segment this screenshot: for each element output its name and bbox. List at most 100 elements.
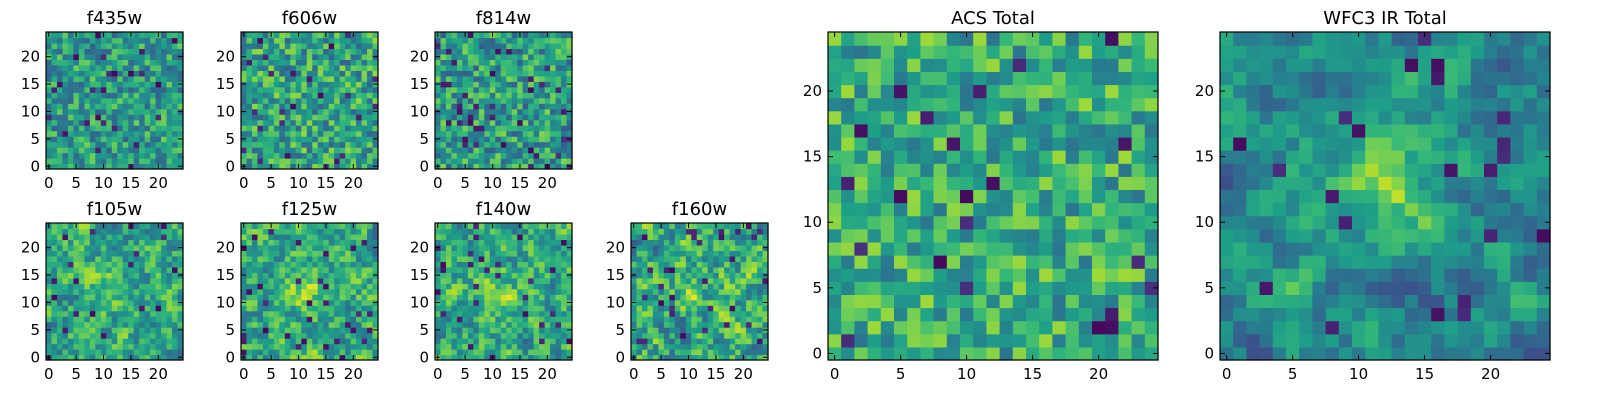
heatmap-cell xyxy=(1105,333,1119,348)
heatmap-cell xyxy=(561,223,568,230)
heatmap-cell xyxy=(467,327,474,334)
heatmap-cell xyxy=(128,283,135,290)
heatmap-cell xyxy=(356,354,363,361)
heatmap-cell xyxy=(462,141,469,148)
heatmap-cell xyxy=(986,320,1001,335)
heatmap-cell xyxy=(350,125,357,132)
heatmap-cell xyxy=(273,255,280,262)
heatmap-cell xyxy=(356,152,363,159)
heatmap-cell xyxy=(312,332,319,339)
heatmap-cell xyxy=(933,176,948,191)
heatmap-cell xyxy=(166,163,173,170)
heatmap-cell xyxy=(306,147,313,154)
heatmap-cell xyxy=(251,283,259,290)
heatmap-cell xyxy=(139,261,146,268)
heatmap-cell xyxy=(317,228,324,235)
heatmap-cell xyxy=(273,119,280,126)
heatmap-cell xyxy=(555,48,562,55)
heatmap-cell xyxy=(166,223,173,230)
heatmap-cell xyxy=(51,354,58,361)
heatmap-cell xyxy=(328,97,335,104)
heatmap-cell xyxy=(284,305,291,312)
heatmap-cell xyxy=(751,239,758,246)
heatmap-cell xyxy=(268,294,275,301)
heatmap-cell xyxy=(555,321,562,328)
heatmap-cell xyxy=(241,294,248,301)
heatmap-cell xyxy=(262,53,269,60)
heatmap-cell xyxy=(89,228,96,235)
axes-frame xyxy=(240,31,379,170)
heatmap-cell xyxy=(973,176,987,191)
heatmap-cell xyxy=(533,136,540,143)
heatmap-cell xyxy=(960,163,974,177)
heatmap-cell xyxy=(117,332,124,339)
heatmap-cell xyxy=(946,202,961,217)
heatmap-cell xyxy=(273,32,280,39)
heatmap-cell xyxy=(139,141,146,148)
heatmap-cell xyxy=(241,343,248,350)
heatmap-cell xyxy=(1105,294,1119,309)
heatmap-cell xyxy=(301,255,308,262)
heatmap-cell xyxy=(489,343,496,350)
heatmap-cell xyxy=(290,125,297,132)
heatmap-cell xyxy=(95,266,102,273)
heatmap-cell xyxy=(566,158,573,165)
heatmap-cell xyxy=(440,349,447,356)
heatmap-cell xyxy=(339,354,346,361)
y-tick-label: 15 xyxy=(21,266,40,284)
heatmap-cell xyxy=(268,233,275,241)
heatmap-cell xyxy=(317,86,324,93)
heatmap-cell xyxy=(106,233,113,241)
heatmap-cell xyxy=(500,277,507,284)
heatmap-cell xyxy=(172,250,179,257)
heatmap-cell xyxy=(268,244,275,251)
heatmap-cell xyxy=(506,305,513,312)
heatmap-cell xyxy=(478,152,485,159)
heatmap-cell xyxy=(746,299,753,306)
heatmap-cell xyxy=(257,228,264,235)
heatmap-cell xyxy=(652,310,659,317)
heatmap-cell xyxy=(339,343,346,350)
heatmap-cell xyxy=(177,70,184,77)
heatmap-cell xyxy=(511,81,518,88)
heatmap-cell xyxy=(880,176,895,191)
heatmap-cell xyxy=(122,119,129,126)
heatmap-cell xyxy=(317,299,324,306)
heatmap-cell xyxy=(251,32,259,39)
heatmap-cell xyxy=(73,59,80,66)
heatmap-cell xyxy=(636,310,643,317)
heatmap-cell xyxy=(317,272,324,279)
heatmap-cell xyxy=(495,97,502,104)
heatmap-cell xyxy=(544,294,551,301)
heatmap-cell xyxy=(1026,320,1040,335)
heatmap-cell xyxy=(973,255,987,269)
heatmap-cell xyxy=(56,294,64,301)
heatmap-cell xyxy=(631,228,638,235)
heatmap-cell xyxy=(489,261,496,268)
heatmap-cell xyxy=(323,75,330,82)
heatmap-cell xyxy=(489,244,496,251)
heatmap-cell xyxy=(339,158,346,165)
heatmap-cell xyxy=(533,338,540,345)
heatmap-cell xyxy=(51,332,58,339)
heatmap-cell xyxy=(484,310,491,317)
heatmap-cell xyxy=(1144,268,1159,282)
heatmap-cell xyxy=(290,343,297,350)
heatmap-cell xyxy=(290,158,297,165)
heatmap-cell xyxy=(647,250,654,257)
heatmap-cell xyxy=(533,310,540,317)
heatmap-cell xyxy=(528,97,535,104)
heatmap-cell xyxy=(528,288,535,295)
heatmap-cell xyxy=(539,239,546,246)
heatmap-cell xyxy=(451,81,458,88)
heatmap-cell xyxy=(691,288,698,295)
heatmap-cell xyxy=(713,316,720,323)
heatmap-cell xyxy=(999,268,1014,282)
heatmap-cell xyxy=(133,147,140,154)
heatmap-cell xyxy=(273,223,280,230)
heatmap-cell xyxy=(279,114,286,121)
heatmap-cell xyxy=(828,268,842,282)
heatmap-cell xyxy=(462,343,469,350)
heatmap-cell xyxy=(139,310,146,317)
heatmap-cell xyxy=(440,53,447,60)
